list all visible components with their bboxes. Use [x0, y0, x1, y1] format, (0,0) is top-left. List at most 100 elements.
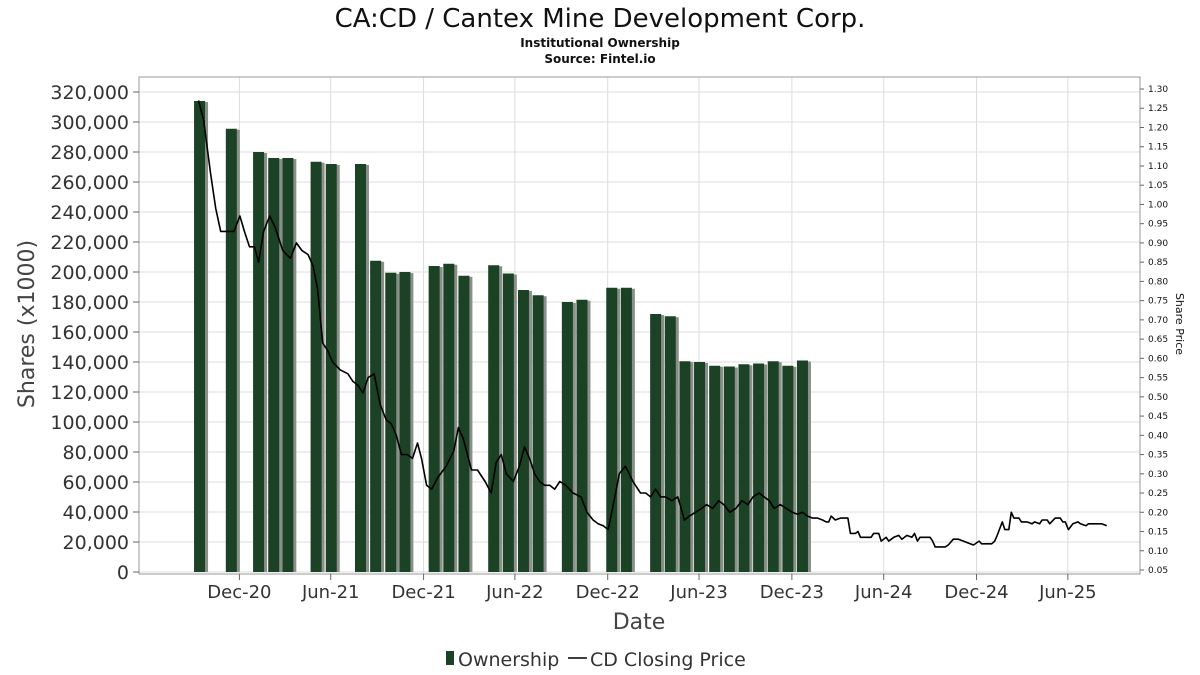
y-tick-label: 160,000: [50, 322, 129, 344]
ownership-bar: [517, 290, 529, 572]
y-tick-label: 220,000: [50, 232, 129, 254]
y-tick-label: 300,000: [50, 112, 129, 134]
price-line-group: [197, 100, 1107, 548]
y-tick-label: 80,000: [63, 442, 129, 464]
ownership-bar: [194, 101, 206, 572]
ownership-bar: [650, 314, 662, 572]
ownership-bar: [325, 164, 337, 572]
y2-tick-label: 0.85: [1148, 258, 1168, 268]
ownership-bar: [679, 361, 691, 572]
legend-ownership-swatch: [446, 651, 454, 665]
y-tick-label: 20,000: [63, 532, 129, 554]
y2-tick-label: 0.10: [1148, 547, 1168, 557]
y-tick-label: 240,000: [50, 202, 129, 224]
y2-tick-label: 0.20: [1148, 508, 1168, 518]
y-tick-label: 120,000: [50, 382, 129, 404]
ownership-bar: [796, 360, 808, 572]
ownership-bar: [606, 287, 618, 572]
y2-tick-label: 1.20: [1148, 123, 1168, 133]
ownership-bar: [502, 273, 514, 572]
ownership-bar: [354, 164, 366, 572]
y-tick-label: 320,000: [50, 82, 129, 104]
ownership-bar: [709, 365, 721, 572]
ownership-bar: [738, 364, 750, 572]
y2-tick-label: 0.45: [1148, 412, 1168, 422]
y-tick-label: 0: [117, 562, 129, 584]
x-tick-label: Jun-23: [669, 582, 728, 603]
y2-axis-ticks: 0.05 0.10 0.15 0.20 0.25 0.30 0.35 0.40 0.45 0.50…: [1140, 85, 1168, 576]
y2-tick-label: 0.55: [1148, 374, 1168, 384]
ownership-bar: [282, 158, 294, 572]
x-tick-label: Dec-23: [760, 582, 824, 603]
chart-subtitle: Institutional Ownership: [520, 36, 680, 50]
ownership-bar: [664, 316, 676, 572]
ownership-bar: [488, 265, 500, 572]
y-axis-ticks: 0 20,000 40,000 60,000 80,000 100,000 120,000 1…: [50, 82, 139, 584]
y-tick-label: 40,000: [63, 502, 129, 524]
y2-tick-label: 0.50: [1148, 393, 1168, 403]
x-axis-label: Date: [613, 610, 666, 635]
y2-tick-label: 1.30: [1148, 85, 1168, 95]
y2-axis-label: Share Price: [1173, 293, 1186, 355]
x-tick-label: Dec-20: [207, 582, 271, 603]
x-tick-label: Jun-22: [485, 582, 544, 603]
x-tick-label: Jun-21: [301, 582, 360, 603]
y-tick-label: 280,000: [50, 142, 129, 164]
ownership-bar: [620, 287, 632, 572]
y2-tick-label: 0.35: [1148, 451, 1168, 461]
y2-tick-label: 1.15: [1148, 143, 1168, 153]
ownership-bar: [532, 295, 544, 572]
y2-tick-label: 1.25: [1148, 104, 1168, 114]
x-tick-label: Jun-24: [854, 582, 913, 603]
y-tick-label: 140,000: [50, 352, 129, 374]
ownership-bar: [443, 263, 455, 572]
y-axis-label: Shares (x1000): [15, 240, 40, 408]
y-tick-label: 60,000: [63, 472, 129, 494]
ownership-bar: [428, 266, 440, 572]
y2-tick-label: 0.80: [1148, 277, 1168, 287]
legend: Ownership CD Closing Price: [446, 649, 746, 671]
ownership-bar: [370, 260, 382, 572]
ownership-bar: [253, 152, 265, 572]
x-tick-label: Dec-21: [391, 582, 455, 603]
chart-source: Source: Fintel.io: [544, 52, 655, 66]
y2-tick-label: 0.95: [1148, 220, 1168, 230]
x-tick-label: Dec-22: [576, 582, 640, 603]
ownership-bar: [561, 302, 573, 572]
y2-tick-label: 0.30: [1148, 470, 1168, 480]
price-line: [197, 100, 1107, 548]
x-axis-ticks: Dec-20 Jun-21 Dec-21 Jun-22 Dec-22 Jun-23 Dec-…: [207, 574, 1097, 603]
y-tick-label: 200,000: [50, 262, 129, 284]
x-tick-label: Dec-24: [944, 582, 1008, 603]
ownership-bar: [268, 158, 280, 572]
chart-title: CA:CD / Cantex Mine Development Corp.: [335, 4, 866, 34]
ownership-bar: [458, 275, 470, 572]
y-tick-label: 180,000: [50, 292, 129, 314]
ownership-bar: [723, 366, 735, 572]
legend-ownership-label: Ownership: [458, 649, 559, 671]
ownership-bars: [194, 101, 811, 572]
plot-frame: [138, 76, 1141, 575]
ownership-bar: [399, 272, 411, 572]
y2-tick-label: 0.60: [1148, 354, 1168, 364]
ownership-bar: [694, 362, 706, 572]
ownership-bar: [767, 361, 779, 572]
y2-tick-label: 0.90: [1148, 239, 1168, 249]
y2-tick-label: 0.70: [1148, 316, 1168, 326]
y2-tick-label: 0.05: [1148, 566, 1168, 576]
ownership-bar: [576, 299, 588, 572]
y-tick-label: 260,000: [50, 172, 129, 194]
y2-tick-label: 1.00: [1148, 200, 1168, 210]
y2-tick-label: 0.65: [1148, 335, 1168, 345]
legend-price-label: CD Closing Price: [590, 649, 746, 671]
ownership-bar: [782, 365, 794, 572]
x-tick-label: Jun-25: [1038, 582, 1097, 603]
y2-tick-label: 1.05: [1148, 181, 1168, 191]
y2-tick-label: 0.15: [1148, 528, 1168, 538]
ownership-bar: [225, 128, 237, 572]
y-tick-label: 100,000: [50, 412, 129, 434]
y2-tick-label: 0.25: [1148, 489, 1168, 499]
ownership-bar: [753, 363, 765, 572]
ownership-bar: [310, 161, 322, 572]
